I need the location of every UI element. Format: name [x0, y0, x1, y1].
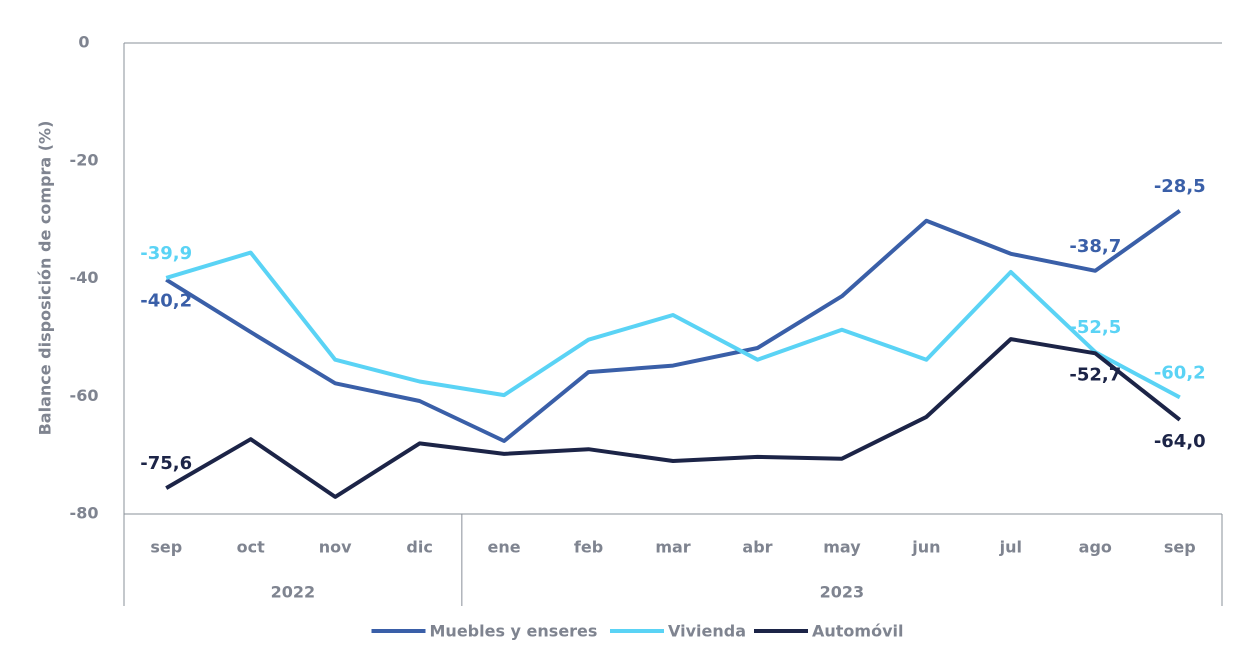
x-tick-label: ene — [488, 538, 521, 557]
x-tick-label: sep — [150, 538, 182, 557]
y-axis-label: Balance disposición de compra (%) — [36, 121, 55, 436]
data-label: -40,2 — [140, 291, 192, 312]
x-tick-label: jun — [911, 538, 940, 557]
group-label: 2022 — [271, 583, 316, 602]
legend-label: Vivienda — [668, 622, 746, 641]
x-tick-label: may — [823, 538, 861, 557]
x-tick-label: feb — [574, 538, 603, 557]
data-label: -52,7 — [1069, 364, 1121, 385]
x-tick-label: jul — [999, 538, 1022, 557]
x-tick-label: nov — [319, 538, 352, 557]
data-label: -38,7 — [1069, 236, 1121, 257]
x-tick-label: ago — [1079, 538, 1112, 557]
legend-label: Automóvil — [812, 622, 903, 641]
y-tick-label: -40 — [70, 268, 99, 287]
legend-label: Muebles y enseres — [430, 622, 598, 641]
series-line — [165, 250, 1181, 400]
y-tick-label: -60 — [70, 386, 99, 405]
x-tick-label: oct — [237, 538, 265, 557]
data-label: -64,0 — [1154, 431, 1206, 452]
x-tick-label: dic — [406, 538, 432, 557]
data-label: -75,6 — [140, 453, 192, 474]
y-tick-label: -80 — [70, 504, 99, 523]
series-line — [165, 337, 1182, 499]
x-tick-label: sep — [1164, 538, 1196, 557]
y-tick-label: 0 — [78, 33, 89, 52]
data-label: -52,5 — [1069, 317, 1121, 338]
group-label: 2023 — [820, 583, 865, 602]
x-tick-label: abr — [742, 538, 772, 557]
y-tick-label: -20 — [70, 150, 99, 169]
x-tick-label: mar — [655, 538, 690, 557]
data-label: -28,5 — [1154, 176, 1206, 197]
series-line — [165, 209, 1181, 443]
data-label: -39,9 — [140, 243, 192, 264]
data-label: -60,2 — [1154, 362, 1206, 383]
